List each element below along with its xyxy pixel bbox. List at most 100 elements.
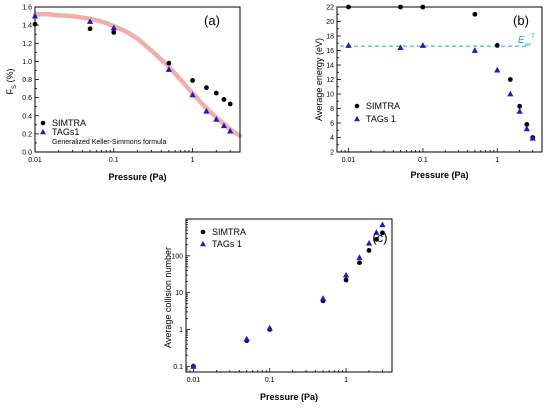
simtra-point bbox=[517, 103, 523, 109]
simtra-point bbox=[227, 101, 233, 107]
tags-point bbox=[227, 127, 234, 134]
chart-c-panel-label: (c) bbox=[372, 230, 387, 245]
chart-b-y-tick-label: 22 bbox=[326, 5, 334, 12]
tags-point bbox=[365, 239, 373, 246]
chart-b-legend-entry: TAGs 1 bbox=[366, 114, 396, 124]
tags-point bbox=[243, 335, 250, 342]
chart-b-y-tick-label: 12 bbox=[326, 77, 334, 84]
simtra-point bbox=[87, 26, 93, 32]
chart-b: Eav T 2 4 6 8 10 12 14 16 18 20 22 0.01 0.1 1 Pressure (… bbox=[314, 4, 543, 180]
simtra-point bbox=[374, 236, 379, 242]
tags-point bbox=[31, 12, 39, 19]
tags-point bbox=[213, 116, 220, 122]
tags-point bbox=[190, 363, 197, 369]
reference-line-label-sup: T bbox=[531, 34, 536, 40]
chart-a-x-tick-label: 0.01 bbox=[28, 157, 42, 164]
chart-a-legend-entry: SIMTRA bbox=[52, 118, 86, 128]
tags-point bbox=[86, 18, 94, 24]
chart-a-y-tick-label: 1.2 bbox=[22, 41, 32, 48]
simtra-point bbox=[166, 60, 172, 66]
chart-a-y-tick-label: 0.4 bbox=[22, 113, 32, 120]
simtra-point bbox=[204, 85, 209, 91]
simtra-point bbox=[398, 4, 403, 10]
chart-a-legend-marker bbox=[40, 120, 46, 126]
simtra-point bbox=[32, 21, 38, 27]
simtra-point bbox=[346, 4, 351, 10]
tags-point bbox=[319, 295, 327, 301]
tags-point bbox=[266, 324, 273, 331]
tags-point bbox=[494, 66, 501, 73]
chart-c-y-tick-label: 100 bbox=[171, 253, 183, 260]
tags-point bbox=[356, 254, 363, 260]
reference-line-label-main: E bbox=[518, 35, 525, 46]
simtra-point bbox=[111, 29, 117, 35]
chart-a-y-tick-label: 0.6 bbox=[22, 95, 32, 102]
chart-b-legend-marker bbox=[354, 115, 360, 122]
tags-point bbox=[220, 122, 228, 129]
simtra-point bbox=[357, 260, 362, 266]
tags-point bbox=[203, 107, 210, 114]
chart-a-y-label-unit: (%) bbox=[5, 68, 15, 85]
chart-b-x-tick-label: 1 bbox=[495, 157, 499, 164]
chart-b-y-axis-label: Average energy (eV) bbox=[314, 38, 324, 121]
chart-b-x-axis-label: Pressure (Pa) bbox=[410, 170, 468, 180]
chart-b-y-tick-label: 18 bbox=[326, 34, 334, 41]
chart-a-x-tick-label: 1 bbox=[191, 157, 195, 164]
chart-a-y-tick-label: 0.2 bbox=[22, 131, 32, 138]
tags-point bbox=[110, 24, 117, 31]
simtra-point bbox=[190, 78, 195, 83]
chart-c-plot-frame bbox=[185, 218, 393, 373]
chart-c-y-tick-label: 1 bbox=[179, 327, 183, 334]
simtra-point bbox=[472, 11, 478, 17]
simtra-point bbox=[494, 43, 500, 48]
reference-line-label-sub: av bbox=[525, 42, 532, 48]
simtra-point bbox=[221, 97, 227, 102]
tags-point bbox=[523, 125, 530, 132]
chart-b-y-tick-label: 6 bbox=[330, 121, 334, 128]
tags-point bbox=[189, 91, 196, 98]
chart-a: 0.0 0.2 0.4 0.6 0.8 1.0 1.2 1.4 1.6 0.01 0.1 1 Press… bbox=[5, 5, 243, 182]
reference-line-label: Eav T bbox=[518, 34, 536, 48]
simtra-point bbox=[366, 248, 372, 253]
chart-b-y-tick-label: 14 bbox=[326, 63, 334, 70]
tags-point bbox=[529, 134, 536, 141]
tags-point bbox=[516, 108, 523, 114]
chart-a-y-tick-label: 1.4 bbox=[22, 23, 32, 30]
chart-a-y-label-sub: S bbox=[12, 85, 18, 89]
tags-point bbox=[471, 47, 478, 53]
chart-b-x-tick-label: 0.1 bbox=[418, 157, 428, 164]
chart-c-x-tick-label: 0.1 bbox=[265, 377, 275, 384]
chart-c-y-tick-label: 0.1 bbox=[173, 364, 183, 371]
chart-a-y-tick-label: 1.6 bbox=[22, 5, 32, 12]
tags-point bbox=[165, 66, 172, 72]
chart-c-y-tick-label: 10 bbox=[175, 290, 183, 297]
chart-b-legend-entry: SIMTRA bbox=[366, 101, 400, 111]
chart-a-y-tick-label: 1.0 bbox=[22, 59, 32, 66]
tags-point bbox=[419, 42, 426, 48]
chart-c-y-axis-label: Average collision number bbox=[163, 247, 173, 348]
chart-b-legend-marker bbox=[354, 103, 360, 109]
chart-a-legend-marker bbox=[40, 128, 46, 135]
chart-c-x-tick-label: 0.01 bbox=[187, 377, 201, 384]
chart-c-x-tick-label: 1 bbox=[344, 377, 348, 384]
chart-b-x-tick-label: 0.01 bbox=[342, 157, 356, 164]
chart-a-y-axis-label: FS (%) bbox=[5, 68, 18, 94]
chart-a-legend-entry: TAGs1 bbox=[52, 127, 79, 137]
chart-c-legend-marker bbox=[200, 240, 206, 247]
chart-a-y-tick-label: 0.8 bbox=[22, 77, 32, 84]
simtra-point bbox=[380, 230, 385, 236]
chart-b-y-tick-label: 10 bbox=[326, 92, 334, 99]
chart-a-y-label-main: F bbox=[5, 89, 15, 95]
chart-b-y-tick-label: 2 bbox=[330, 150, 334, 157]
chart-a-y-tick-label: 0.0 bbox=[22, 150, 32, 157]
chart-b-y-tick-label: 16 bbox=[326, 48, 334, 55]
tags-point bbox=[373, 229, 380, 235]
simtra-point bbox=[524, 122, 530, 127]
keller-simmons-curve bbox=[32, 12, 243, 138]
chart-c: 0.1 1 10 100 0.01 0.1 1 Pressure (Pa) Average co… bbox=[163, 218, 393, 402]
simtra-point bbox=[213, 90, 219, 96]
simtra-point bbox=[507, 77, 513, 82]
chart-b-y-tick-label: 8 bbox=[330, 106, 334, 113]
tags-point bbox=[397, 44, 404, 50]
